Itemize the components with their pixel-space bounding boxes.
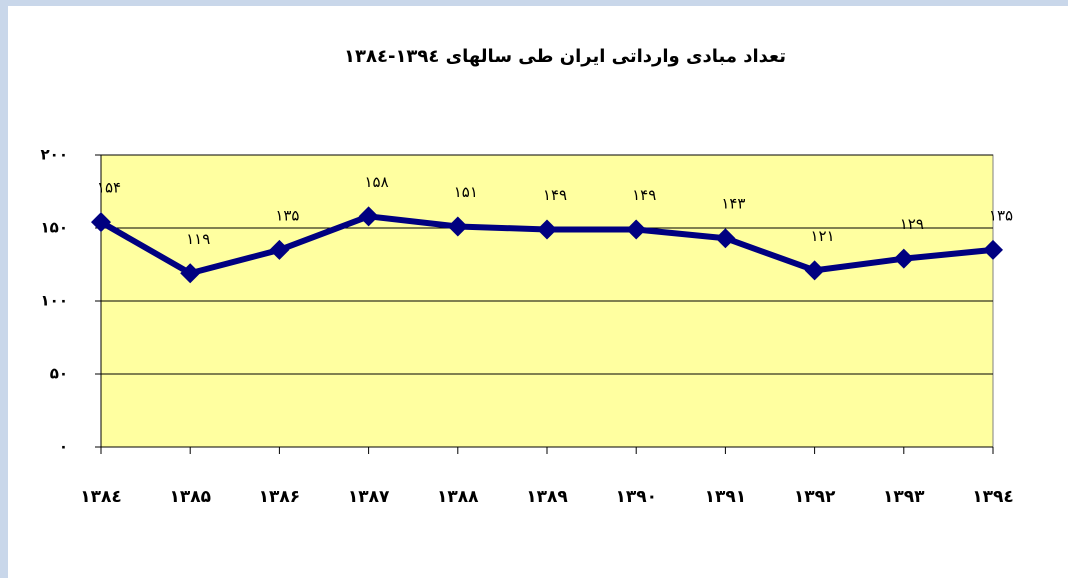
x-tick-label: ۱۳۸۷ [348, 487, 390, 507]
marker [358, 206, 379, 227]
x-tick-label: ۱۳۸۶ [259, 487, 301, 507]
marker [91, 212, 111, 233]
x-tick-label: ۱۳۹۰ [615, 487, 657, 507]
x-tick-label: ۱۳۹٤ [972, 487, 1014, 507]
y-tick-label: ۰ [59, 438, 68, 456]
y-tick-label: ۵۰ [50, 365, 68, 383]
y-tick-label: ۱۰۰ [41, 292, 68, 310]
chart-title: تعداد مبادی وارداتی ایران طی سالهای ۱۳۹٤… [344, 46, 786, 67]
data-label: ۱۳۵ [275, 206, 299, 224]
x-tick-label: ۱۳۹۲ [794, 487, 836, 507]
data-label: ۱۴۳ [721, 195, 745, 213]
marker [447, 216, 468, 237]
marker [983, 239, 1003, 260]
data-label: ۱۴۹ [543, 186, 567, 204]
x-tick-label: ۱۳۸۵ [169, 487, 211, 507]
frame-top [0, 0, 1068, 6]
data-label: ۱۴۹ [632, 186, 656, 204]
marker [537, 219, 557, 240]
marker [715, 228, 736, 249]
data-label: ۱۵۱ [454, 183, 478, 201]
marker [804, 260, 825, 281]
data-label: ۱۵۸ [365, 173, 389, 191]
data-label: ۱۱۹ [186, 230, 210, 248]
marker [626, 219, 647, 240]
data-label: ۱۵۴ [97, 179, 121, 197]
y-tick-label: ۲۰۰ [41, 146, 68, 164]
data-label: ۱۳۵ [989, 206, 1013, 224]
marker [269, 239, 290, 260]
frame-left [0, 0, 8, 578]
marker [180, 263, 201, 284]
x-tick-label: ۱۳۸۸ [437, 487, 479, 507]
x-tick-label: ۱۳۸۹ [526, 487, 568, 507]
x-tick-label: ۱۳۹۳ [883, 487, 925, 507]
y-tick-label: ۱۵۰ [41, 219, 68, 237]
x-tick-label: ۱۳۸٤ [80, 487, 122, 507]
data-label: ۱۲۱ [811, 227, 835, 245]
data-label: ۱۲۹ [900, 215, 924, 233]
marker [893, 248, 914, 269]
x-tick-label: ۱۳۹۱ [705, 487, 747, 507]
